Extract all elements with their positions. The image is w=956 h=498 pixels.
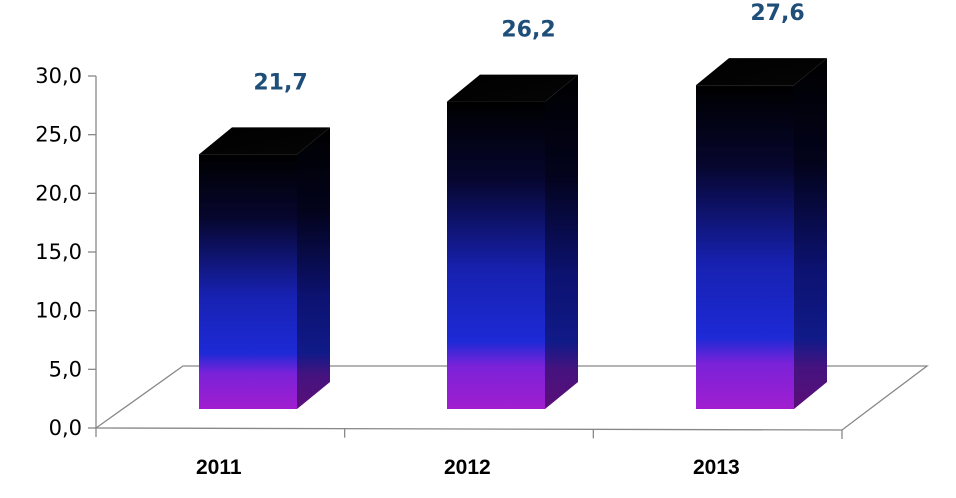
bar-front-face bbox=[447, 101, 545, 409]
data-label: 21,7 bbox=[253, 70, 307, 95]
x-category-label: 2013 bbox=[693, 456, 740, 479]
y-tick-label: 5,0 bbox=[49, 357, 82, 381]
bar-side-face bbox=[545, 74, 578, 409]
bar-top-face bbox=[696, 58, 827, 86]
y-tick-label: 10,0 bbox=[35, 299, 82, 323]
bar-top-face bbox=[447, 74, 578, 102]
bar-side-face bbox=[794, 58, 827, 409]
bar-side-face bbox=[297, 127, 330, 410]
bar-front-face bbox=[696, 85, 794, 409]
bar-2012 bbox=[447, 74, 578, 409]
bar-2011 bbox=[199, 127, 330, 410]
y-tick-label: 30,0 bbox=[35, 64, 82, 88]
y-tick-label: 0,0 bbox=[49, 416, 82, 440]
x-category-label: 2012 bbox=[444, 456, 491, 479]
bar-front-face bbox=[199, 154, 297, 409]
data-label: 26,2 bbox=[501, 18, 555, 43]
y-tick-label: 25,0 bbox=[35, 123, 82, 147]
x-category-label: 2011 bbox=[196, 456, 242, 479]
y-tick-label: 20,0 bbox=[35, 181, 82, 205]
bar-top-face bbox=[199, 127, 330, 155]
data-label: 27,6 bbox=[750, 1, 804, 26]
bar-2013 bbox=[696, 58, 827, 409]
y-tick-label: 15,0 bbox=[35, 240, 82, 264]
